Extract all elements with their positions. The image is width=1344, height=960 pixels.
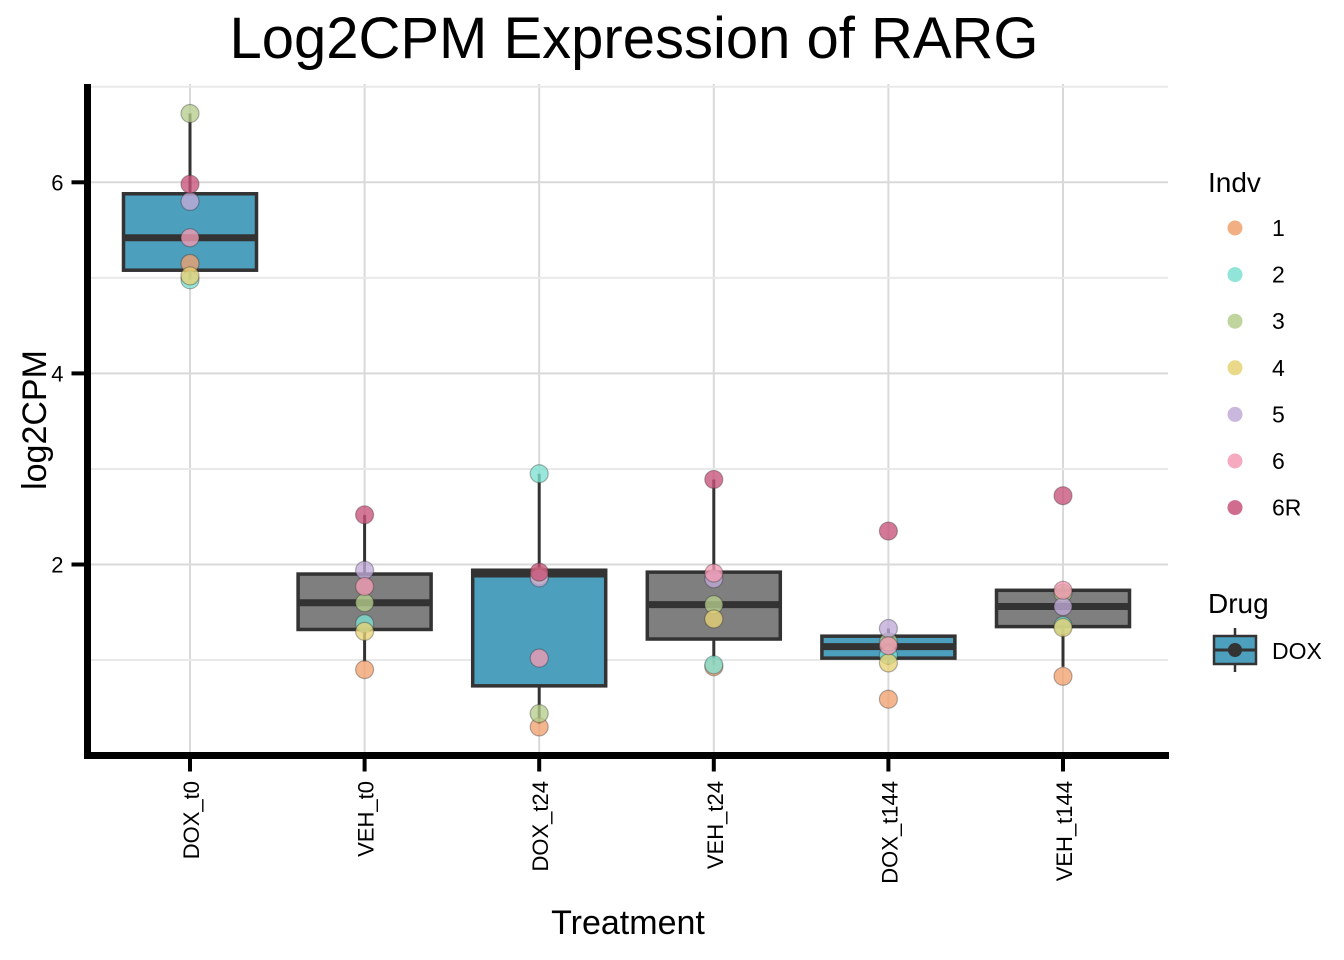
x-tick-label-VEH_t24: VEH_t24 <box>703 781 728 869</box>
x-tick-label-VEH_t144: VEH_t144 <box>1052 781 1077 881</box>
legend-key-dot-6 <box>1227 453 1243 469</box>
x-tick-label-VEH_t0: VEH_t0 <box>354 781 379 857</box>
legend-indv-entry-4: 4 <box>1227 355 1285 381</box>
legend-key-dot-5 <box>1227 406 1243 422</box>
legend-indv-entries: 1 2 3 4 5 6 6R <box>1227 215 1301 521</box>
legend-indv-label-5: 5 <box>1272 401 1285 427</box>
point-DOX_t144-indv-6R <box>878 521 899 541</box>
point-VEH_t144-indv-4 <box>1053 617 1073 638</box>
legend-key-dot-2 <box>1227 267 1243 283</box>
legend-indv-entry-3: 3 <box>1227 308 1285 334</box>
legend: Indv 1 2 3 4 5 6 6R Drug DOX <box>1208 167 1322 672</box>
x-tick-label-DOX_t144: DOX_t144 <box>877 781 902 884</box>
legend-indv-entry-6R: 6R <box>1227 495 1301 521</box>
legend-indv-label-2: 2 <box>1272 262 1285 288</box>
data-points-layer <box>180 103 1073 737</box>
legend-drug-title: Drug <box>1208 588 1269 619</box>
point-DOX_t0-indv-4 <box>180 266 200 286</box>
legend-indv-label-6: 6 <box>1272 448 1285 474</box>
boxplots-layer <box>121 113 1132 725</box>
y-tick-label-2: 2 <box>51 553 63 578</box>
legend-key-dot-3 <box>1227 313 1243 329</box>
point-DOX_t24-indv-2 <box>529 464 549 484</box>
x-tick-label-DOX_t24: DOX_t24 <box>528 781 553 872</box>
point-DOX_t144-indv-1 <box>878 689 899 709</box>
legend-indv-label-3: 3 <box>1272 308 1285 334</box>
point-VEH_t144-indv-6R <box>1053 486 1073 506</box>
legend-indv-label-6R: 6R <box>1272 495 1301 521</box>
y-axis-title: log2CPM <box>16 350 54 490</box>
point-VEH_t0-indv-1 <box>355 660 375 680</box>
point-VEH_t0-indv-5 <box>355 560 375 580</box>
legend-key-dot-6R <box>1227 500 1243 516</box>
point-DOX_t24-indv-6 <box>529 648 549 668</box>
boxplot-DOX_t24 <box>470 473 608 725</box>
point-VEH_t0-indv-3 <box>355 593 375 613</box>
box-DOX_t24 <box>470 568 608 688</box>
legend-indv-title: Indv <box>1208 167 1261 198</box>
legend-indv-entry-5: 5 <box>1227 401 1285 427</box>
point-DOX_t24-indv-6R <box>529 562 549 582</box>
point-VEH_t0-indv-6 <box>355 576 375 597</box>
point-DOX_t0-indv-3 <box>180 103 200 124</box>
point-VEH_t24-indv-6 <box>704 563 724 583</box>
legend-key-point <box>1228 643 1242 657</box>
point-VEH_t24-indv-2 <box>704 655 724 675</box>
legend-indv-entry-6: 6 <box>1227 448 1285 474</box>
legend-drug-label-DOX: DOX <box>1272 638 1322 664</box>
legend-drug-entry-DOX: DOX <box>1212 628 1322 672</box>
gridlines-layer <box>87 84 1168 756</box>
point-VEH_t24-indv-4 <box>704 609 724 629</box>
axes-layer: 2 4 6 DOX_t0 VEH_t0 DOX_t24 VEH_t24 DOX_t144 VEH… <box>51 84 1169 884</box>
legend-indv-entry-2: 2 <box>1227 262 1285 288</box>
point-VEH_t0-indv-6R <box>355 505 375 525</box>
chart-title: Log2CPM Expression of RARG <box>229 6 1038 71</box>
point-DOX_t144-indv-6 <box>878 636 899 656</box>
x-tick-label-DOX_t0: DOX_t0 <box>179 781 204 859</box>
point-DOX_t144-indv-4 <box>878 653 899 673</box>
point-DOX_t24-indv-3 <box>529 703 549 724</box>
point-VEH_t0-indv-4 <box>355 621 375 641</box>
point-VEH_t144-indv-1 <box>1053 666 1073 686</box>
legend-indv-label-1: 1 <box>1272 215 1285 241</box>
point-VEH_t144-indv-6 <box>1053 580 1073 600</box>
point-VEH_t24-indv-6R <box>704 469 724 490</box>
point-VEH_t144-indv-5 <box>1053 596 1073 617</box>
point-DOX_t0-indv-5 <box>180 191 200 212</box>
y-tick-label-6: 6 <box>51 170 63 195</box>
legend-key-dot-1 <box>1227 220 1243 236</box>
legend-indv-label-4: 4 <box>1272 355 1285 381</box>
point-DOX_t0-indv-6 <box>180 228 200 248</box>
point-DOX_t144-indv-5 <box>878 618 899 639</box>
y-tick-label-4: 4 <box>51 361 63 386</box>
legend-key-dot-4 <box>1227 360 1243 376</box>
x-axis-title: Treatment <box>551 904 705 942</box>
legend-drug-entries: DOX <box>1212 628 1322 672</box>
legend-indv-entry-1: 1 <box>1227 215 1285 241</box>
point-DOX_t0-indv-6R <box>180 174 200 194</box>
